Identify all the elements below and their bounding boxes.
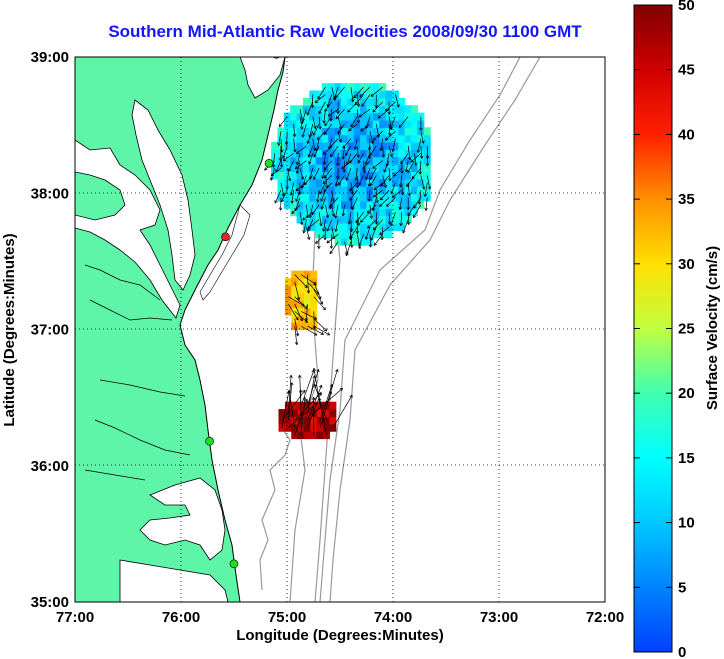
- station-marker: [264, 158, 274, 168]
- grid-lines: [75, 57, 605, 602]
- x-tick-labels: 77:00 76:00 75:00 74:00 73:00 72:00: [56, 609, 624, 626]
- x-tick-label: 73:00: [480, 609, 518, 626]
- colorbar-tick-label: 10: [678, 515, 695, 532]
- y-axis-label: Latitude (Degrees:Minutes): [1, 233, 18, 426]
- colorbar-tick-label: 40: [678, 126, 695, 143]
- plot-frame: [74, 56, 606, 603]
- y-tick-label: 36:00: [31, 458, 69, 475]
- map-title: Southern Mid-Atlantic Raw Velocities 200…: [108, 22, 582, 41]
- x-tick-label: 76:00: [162, 609, 200, 626]
- colorbar-tick-label: 45: [678, 62, 695, 79]
- x-axis-label: Longitude (Degrees:Minutes): [236, 627, 444, 644]
- station-marker: [205, 436, 214, 446]
- colorbar-tick-label: 50: [678, 0, 695, 14]
- colorbar-ticks: 0 5 10 15 20 25 30 35 40 45 50: [634, 0, 695, 659]
- station-marker: [229, 559, 239, 569]
- y-tick-label: 37:00: [31, 322, 69, 339]
- colorbar-tick-label: 0: [678, 644, 686, 659]
- colorbar-tick-label: 20: [678, 385, 695, 402]
- station-marker: [221, 232, 230, 242]
- colorbar: [633, 4, 673, 653]
- colorbar-tick-label: 30: [678, 256, 695, 273]
- colorbar-tick-label: 25: [678, 321, 695, 338]
- x-tick-label: 74:00: [374, 609, 412, 626]
- colorbar-label: Surface Velocity (cm/s): [704, 246, 721, 410]
- y-tick-label: 38:00: [31, 185, 69, 202]
- colorbar-tick-label: 5: [678, 579, 686, 596]
- colorbar-tick-label: 15: [678, 450, 695, 467]
- velocity-vectors: [264, 86, 432, 436]
- y-tick-label: 39:00: [31, 49, 69, 66]
- y-tick-labels: 35:00 36:00 37:00 38:00 39:00: [31, 49, 69, 611]
- colorbar-tick-label: 35: [678, 191, 695, 208]
- x-tick-label: 72:00: [586, 609, 624, 626]
- x-tick-label: 77:00: [56, 609, 94, 626]
- hf-radar-stations: [205, 57, 280, 569]
- y-tick-label: 35:00: [31, 594, 69, 611]
- x-tick-label: 75:00: [268, 609, 306, 626]
